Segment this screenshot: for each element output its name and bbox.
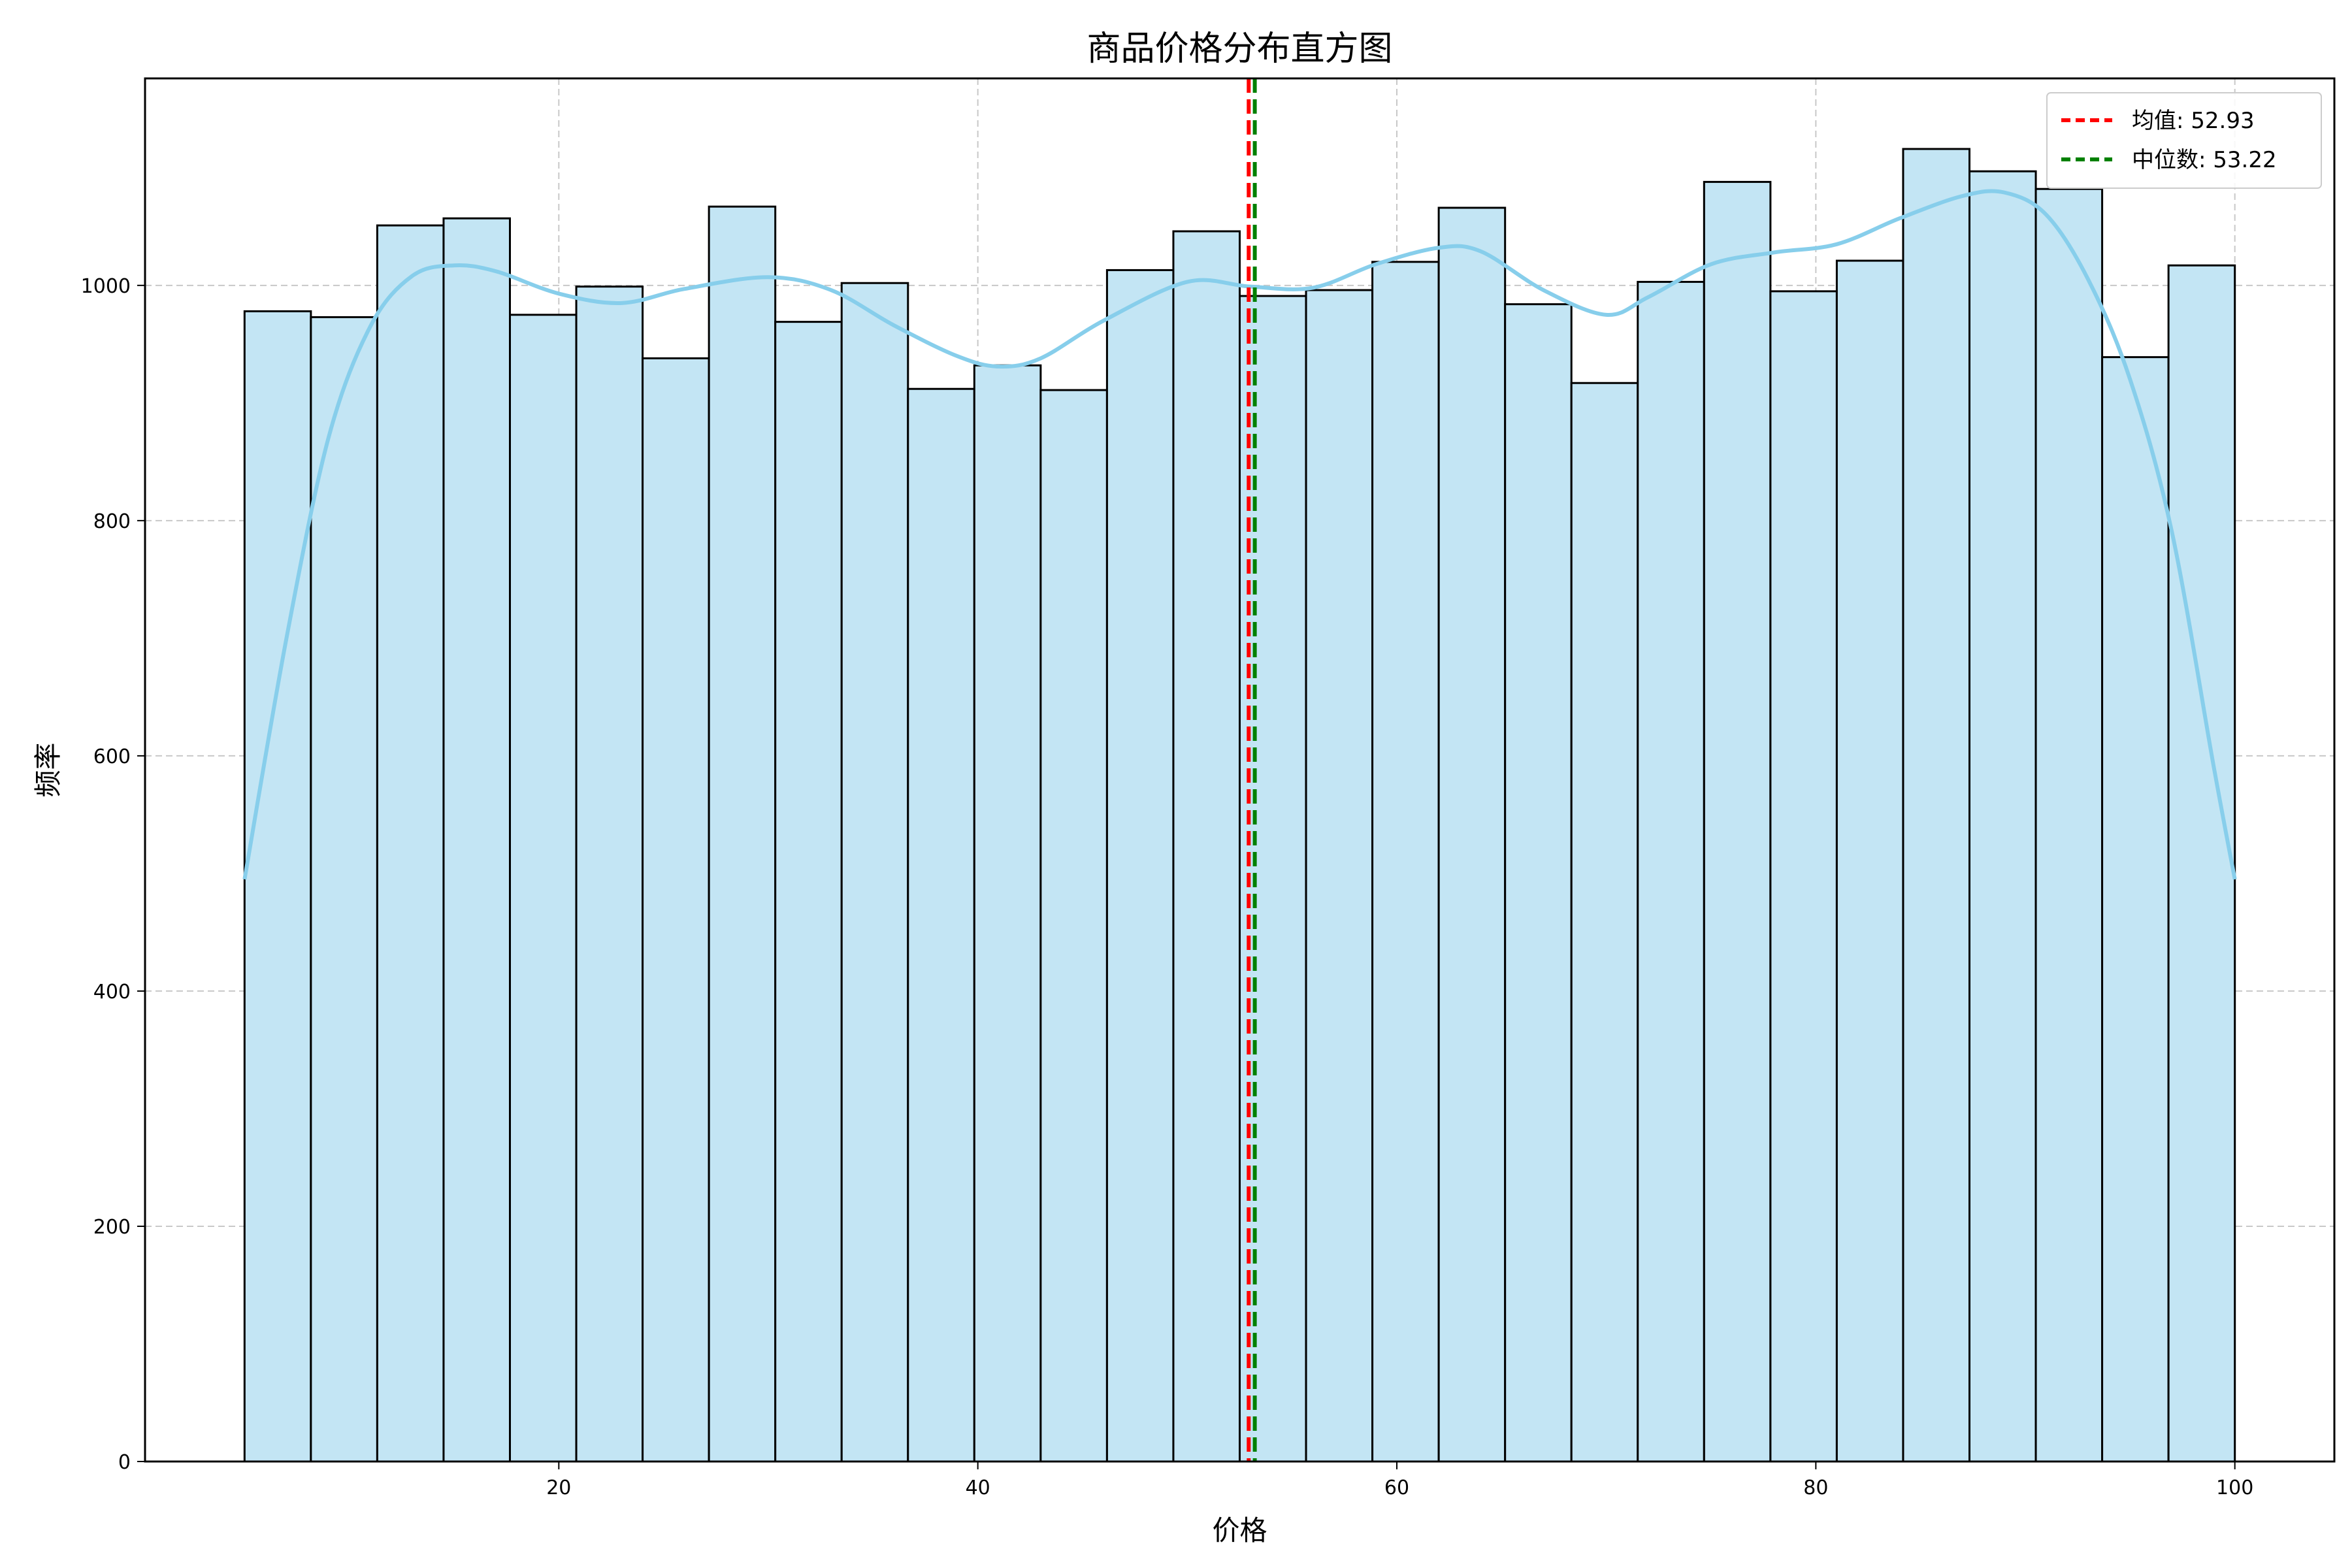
plot-frame: [144, 77, 2336, 1463]
histogram-bar: [1835, 259, 1904, 1463]
histogram-bar: [973, 364, 1042, 1463]
histogram-bar: [310, 316, 378, 1463]
histogram-bar: [509, 314, 578, 1463]
x-tick-label: 80: [1803, 1477, 1828, 1499]
histogram-bar: [907, 387, 975, 1463]
histogram-bar: [1637, 280, 1705, 1463]
histogram-bar: [1902, 148, 1971, 1463]
histogram-bar: [2167, 264, 2236, 1463]
histogram-bar: [1703, 180, 1772, 1463]
histogram-bar: [442, 217, 511, 1463]
x-tick-label: 20: [546, 1477, 571, 1499]
histogram-bar: [1968, 170, 2037, 1463]
legend: 均值: 52.93 中位数: 53.22: [2046, 92, 2322, 189]
kde-density-line: [242, 189, 2237, 880]
x-axis-ticks: 20 40 60 80 100: [546, 1462, 2253, 1499]
y-axis-label: 频率: [32, 742, 64, 797]
histogram-bar: [243, 310, 312, 1463]
y-tick-label: 1000: [81, 275, 131, 298]
histogram-bar: [708, 205, 777, 1463]
histogram-bar: [1769, 290, 1838, 1463]
chart-title: 商品价格分布直方图: [1086, 29, 1392, 69]
y-tick-label: 600: [93, 745, 131, 768]
histogram-bar: [1437, 206, 1507, 1463]
reference-lines-layer: [1247, 78, 1257, 1462]
histogram-bar: [642, 357, 710, 1463]
histogram-bar: [1371, 261, 1440, 1463]
histogram-bar: [2034, 188, 2104, 1463]
histogram-bar: [1105, 269, 1175, 1463]
y-axis-ticks: 0 200 400 600 800 1000: [81, 275, 145, 1474]
histogram-bar: [575, 286, 644, 1463]
y-tick-label: 400: [93, 981, 131, 1004]
histogram-bar: [840, 282, 909, 1463]
histogram-bar: [774, 321, 843, 1463]
y-tick-label: 800: [93, 510, 131, 533]
x-tick-label: 100: [2216, 1477, 2253, 1499]
histogram-bar: [376, 224, 445, 1463]
legend-mean-label: 均值: 52.93: [2132, 108, 2255, 134]
histogram-bar: [1570, 382, 1639, 1463]
y-tick-label: 0: [118, 1451, 131, 1474]
legend-box: [2046, 92, 2322, 189]
kde-layer: [242, 189, 2237, 880]
bars-layer: [243, 148, 2236, 1463]
y-tick-label: 200: [93, 1216, 131, 1239]
histogram-bar: [1172, 230, 1241, 1463]
x-tick-label: 60: [1384, 1477, 1409, 1499]
histogram-bar: [1504, 303, 1573, 1463]
histogram-bar: [1305, 289, 1374, 1463]
legend-median-label: 中位数: 53.22: [2132, 147, 2277, 173]
histogram-bar: [2101, 356, 2170, 1463]
x-tick-label: 40: [966, 1477, 990, 1499]
x-axis-label: 价格: [1212, 1514, 1267, 1546]
histogram-bar: [1039, 389, 1108, 1463]
